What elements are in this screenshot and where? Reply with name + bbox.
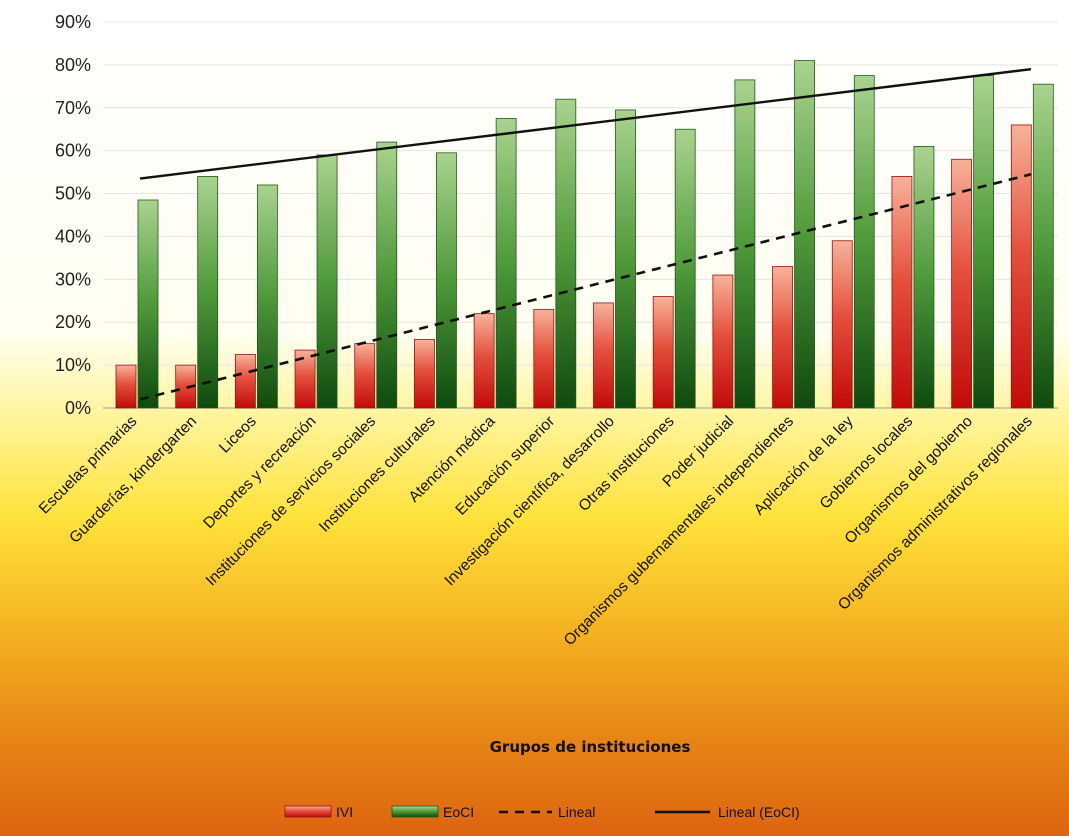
bar-eoci	[256, 184, 278, 409]
legend-swatch-ivi	[284, 805, 332, 818]
x-axis-title: Grupos de instituciones	[490, 738, 691, 756]
y-tick-label: 30%	[55, 269, 91, 289]
bar-ivi	[772, 266, 793, 409]
bar-eoci	[436, 152, 457, 409]
bar-eoci	[615, 109, 636, 409]
bar-ivi	[891, 175, 913, 409]
bar-ivi	[473, 313, 495, 409]
bar-ivi	[414, 338, 435, 409]
bar-eoci	[316, 154, 338, 409]
y-axis-ticks: 0% 10% 20% 30% 40% 50% 60% 70% 80% 90%	[55, 12, 91, 418]
bar-eoci	[973, 75, 995, 409]
trendlines	[139, 67, 1032, 401]
y-tick-label: 10%	[55, 355, 91, 375]
legend-label-eoci: EoCI	[443, 804, 474, 820]
y-tick-label: 50%	[55, 184, 91, 204]
bar-ivi	[175, 364, 197, 409]
y-tick-label: 0%	[65, 398, 91, 418]
legend-label-lineal-eoci: Lineal (EoCI)	[718, 804, 800, 820]
bar-eoci	[555, 98, 577, 409]
y-tick-label: 70%	[55, 98, 91, 118]
legend: IVI EoCI Lineal Lineal (EoCI)	[284, 804, 800, 820]
bar-eoci	[1032, 83, 1054, 409]
bar-eoci	[137, 199, 159, 409]
bar-ivi	[831, 240, 853, 409]
bar-ivi	[593, 302, 614, 409]
bar-eoci	[197, 175, 219, 409]
bar-ivi	[712, 274, 734, 409]
bar-eoci	[376, 141, 398, 409]
bar-ivi	[294, 349, 316, 409]
y-tick-label: 20%	[55, 312, 91, 332]
trendline-eoci	[139, 67, 1032, 180]
bar-ivi	[652, 296, 674, 409]
bar-ivi	[115, 364, 137, 409]
legend-swatch-eoci	[391, 805, 439, 818]
bar-ivi	[234, 353, 256, 409]
bar-eoci	[734, 79, 756, 409]
y-tick-label: 40%	[55, 226, 91, 246]
legend-label-ivi: IVI	[336, 804, 353, 820]
legend-label-lineal: Lineal	[558, 804, 595, 820]
y-tick-label: 90%	[55, 12, 91, 32]
y-tick-label: 80%	[55, 55, 91, 75]
bar-eoci	[853, 75, 875, 409]
bar-eoci	[674, 128, 696, 409]
bar-ivi	[533, 308, 555, 409]
bar-ivi	[354, 343, 376, 409]
bar-eoci	[913, 145, 935, 409]
bar-ivi	[1010, 124, 1032, 409]
bar-eoci	[495, 118, 517, 409]
y-tick-label: 60%	[55, 141, 91, 161]
bar-ivi	[951, 158, 973, 409]
